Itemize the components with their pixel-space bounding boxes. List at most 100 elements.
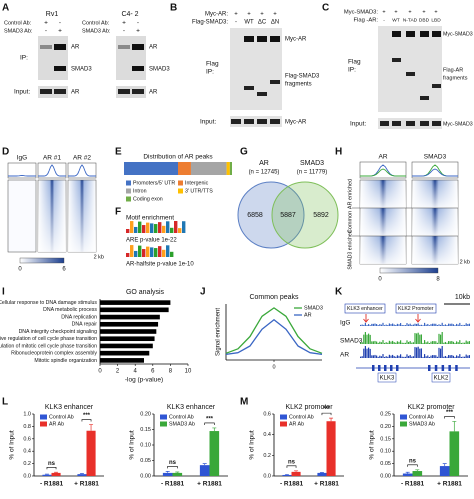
label: SMAD3 [424, 154, 447, 161]
track-signal [424, 354, 426, 358]
track-signal [456, 323, 458, 326]
label: (n = 12745) [249, 170, 280, 176]
track-signal [387, 356, 389, 358]
track-signal [392, 340, 394, 344]
label: Flag -AR: [354, 18, 379, 24]
label: (n = 11779) [297, 170, 327, 176]
label: + [382, 9, 385, 15]
panel-letter: F [115, 207, 121, 218]
motif-letter [138, 221, 142, 233]
legend-swatch [280, 414, 287, 420]
track-signal [417, 332, 419, 344]
label: + [394, 9, 397, 15]
bar [100, 329, 157, 334]
track-signal [416, 323, 418, 326]
track-signal [384, 325, 386, 326]
track-signal [425, 356, 427, 358]
track-signal [416, 347, 418, 358]
track-signal [404, 342, 406, 344]
band [270, 36, 280, 42]
profile-box [7, 162, 37, 179]
track-signal [376, 324, 378, 326]
label: AR #2 [73, 155, 91, 162]
track-signal [363, 334, 365, 344]
track-signal [390, 341, 392, 344]
exon [448, 365, 451, 371]
track-signal [467, 355, 469, 358]
motif-letter [162, 249, 166, 257]
motif-letter [154, 224, 158, 233]
x-tick-label: 0 [272, 364, 275, 370]
track-signal [436, 325, 438, 326]
heatmap-fade [360, 180, 406, 208]
heatmap-fade [412, 180, 458, 208]
track-signal [404, 356, 406, 358]
legend-label: AR Ab [49, 421, 64, 427]
y-tick-label: 0.10 [140, 442, 151, 448]
band [432, 84, 441, 88]
y-tick-label: Mitotic spindle organization [34, 358, 97, 364]
x-tick-label: 10 [185, 369, 192, 375]
error-bar [294, 470, 299, 472]
label: fragments [443, 75, 468, 81]
track-signal [377, 356, 379, 358]
error-bar [442, 463, 447, 467]
track-signal [416, 333, 418, 344]
track-signal [446, 342, 448, 344]
y-tick-label: Ribonucleoprotein complex assembly [11, 351, 97, 357]
label: ARE p-value 1e-22 [126, 238, 177, 244]
track-signal [448, 323, 450, 326]
error-bar [452, 421, 457, 432]
bar [449, 431, 460, 476]
y-tick-label: 0.00 [380, 473, 391, 479]
legend-label: Control Ab [409, 414, 434, 420]
band [406, 31, 415, 37]
blot [38, 36, 68, 80]
track-signal [398, 324, 400, 326]
panel-letter: L [2, 397, 8, 408]
label: fragments [285, 82, 312, 88]
bar [100, 358, 144, 363]
motif-letter [170, 251, 174, 257]
track-signal [393, 342, 395, 344]
band [54, 66, 66, 71]
label: Flag-SMAD3 [285, 74, 320, 80]
label: + [273, 12, 277, 18]
track-signal [464, 356, 466, 358]
track-signal [372, 341, 374, 344]
track-signal [464, 324, 466, 326]
track-signal [462, 356, 464, 358]
legend-swatch [126, 196, 131, 202]
label: - [59, 20, 61, 27]
label: WT [244, 20, 254, 26]
track-signal [425, 324, 427, 326]
error-bar [79, 473, 84, 475]
track-signal [449, 355, 451, 358]
legend-swatch [400, 421, 407, 427]
motif-letter [158, 222, 162, 233]
track-signal [368, 324, 370, 326]
track-signal [435, 323, 437, 326]
band [118, 89, 130, 94]
label: AR-halfsite p-value 1e-10 [126, 262, 194, 268]
motif-letter [138, 245, 142, 257]
panel-letter: K [335, 287, 343, 298]
legend-label: Control Ab [169, 414, 194, 420]
track-signal [387, 325, 389, 326]
venn-circle [237, 181, 305, 249]
track-signal [385, 356, 387, 358]
band [40, 45, 52, 49]
bar [282, 474, 292, 476]
track-signal [436, 342, 438, 344]
track-signal [396, 355, 398, 358]
label: Input: [14, 89, 30, 96]
legend-label: AR [304, 312, 312, 318]
y-tick-label: DNA replication [61, 314, 97, 320]
legend-label: AR Ab [289, 421, 304, 427]
track-signal [417, 346, 419, 358]
track-signal [427, 323, 429, 326]
motif-letter [166, 221, 170, 233]
bar [439, 466, 450, 476]
track-signal [374, 323, 376, 326]
